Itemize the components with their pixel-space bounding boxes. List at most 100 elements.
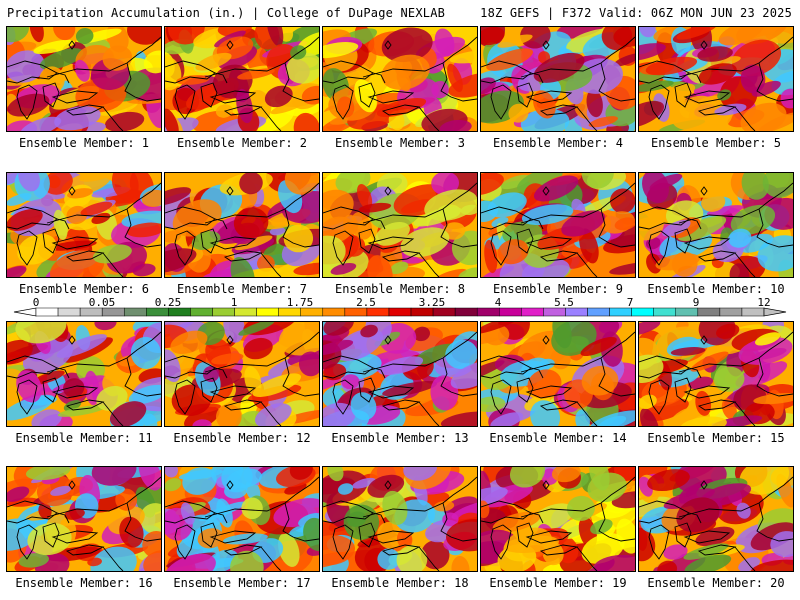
boundary-line xyxy=(51,236,99,250)
precip-contour xyxy=(323,42,359,59)
precip-contour xyxy=(165,349,181,383)
precip-contour xyxy=(165,56,182,91)
boundary-line xyxy=(481,60,532,84)
boundary-line xyxy=(481,355,532,379)
precip-map xyxy=(481,322,635,426)
precip-contour xyxy=(663,83,696,100)
boundary-line xyxy=(223,544,263,556)
precip-contour xyxy=(670,347,706,356)
precip-contour xyxy=(614,467,635,483)
precip-contour xyxy=(343,235,366,257)
precip-contour xyxy=(639,394,657,410)
ensemble-member-label: Ensemble Member: 15 xyxy=(647,431,785,445)
boundary-line xyxy=(16,84,38,120)
precip-contour xyxy=(165,108,179,131)
colorbar-swatch xyxy=(653,307,677,317)
colorbar-swatch xyxy=(609,307,632,317)
precip-contour xyxy=(32,370,65,385)
boundary-line xyxy=(598,357,635,397)
precip-contour xyxy=(7,209,43,231)
precip-contour xyxy=(195,52,232,71)
precip-contour xyxy=(396,545,428,571)
precip-contour xyxy=(139,503,161,534)
boundary-line xyxy=(56,218,70,230)
boundary-line xyxy=(200,82,218,108)
colorbar-swatch xyxy=(190,307,213,317)
boundary-line xyxy=(323,60,374,84)
precip-contour xyxy=(358,202,392,213)
precip-contour xyxy=(31,409,62,426)
precip-contour xyxy=(481,27,505,46)
precip-contour xyxy=(566,495,595,521)
boundary-line xyxy=(688,72,702,84)
precip-contour xyxy=(357,183,373,210)
precip-contour xyxy=(104,111,145,131)
boundary-line xyxy=(124,502,161,542)
precip-contour xyxy=(67,188,93,199)
boundary-line xyxy=(598,62,635,102)
precip-contour xyxy=(580,336,617,357)
precip-contour xyxy=(323,402,356,426)
boundary-line xyxy=(490,379,512,415)
colorbar-swatch xyxy=(234,307,257,317)
precip-contour xyxy=(264,85,293,108)
colorbar-swatch xyxy=(322,307,346,317)
precip-contour xyxy=(445,519,477,552)
colorbar-right-arrow xyxy=(763,307,787,317)
boundary-line xyxy=(200,377,218,403)
precip-contour xyxy=(676,27,718,40)
boundary-line xyxy=(7,500,58,524)
boundary-line xyxy=(332,524,354,560)
boundary-line xyxy=(323,206,374,230)
colorbar-tick-label: 12 xyxy=(757,296,771,309)
precip-contour xyxy=(74,59,90,82)
precip-contour xyxy=(7,394,55,421)
precip-contour xyxy=(613,27,635,47)
boundary-line xyxy=(734,401,756,426)
boundary-line xyxy=(756,357,793,397)
ensemble-member-label: Ensemble Member: 1 xyxy=(18,136,150,150)
precip-contour xyxy=(739,467,790,495)
precip-contour xyxy=(413,326,431,342)
precip-contour xyxy=(639,80,674,92)
boundary-line xyxy=(174,84,196,120)
ensemble-member-map xyxy=(6,321,162,427)
precip-contour xyxy=(354,79,377,113)
precip-contour xyxy=(420,540,450,570)
precip-contour xyxy=(445,339,477,369)
ensemble-member-label: Ensemble Member: 18 xyxy=(331,576,469,590)
precip-contour xyxy=(18,553,50,568)
ensemble-member-map xyxy=(638,466,794,572)
precip-contour xyxy=(579,228,599,264)
boundary-line xyxy=(124,62,161,102)
boundary-line xyxy=(576,401,598,426)
boundary-line xyxy=(688,512,702,524)
precip-contour xyxy=(491,216,509,228)
precip-contour xyxy=(764,197,793,230)
ensemble-member-label: Ensemble Member: 6 xyxy=(18,282,150,296)
precip-contour xyxy=(481,396,506,412)
precip-contour xyxy=(286,52,319,84)
precip-map xyxy=(7,173,161,277)
precip-contour xyxy=(439,119,472,131)
precip-contour xyxy=(144,413,158,426)
precip-contour xyxy=(741,173,769,200)
precip-contour xyxy=(293,262,319,276)
ensemble-member-map xyxy=(638,172,794,278)
boundary-line xyxy=(598,208,635,248)
precip-contour xyxy=(211,353,244,365)
precip-contour xyxy=(533,90,556,119)
map-title: Precipitation Accumulation (in.) | Colle… xyxy=(7,6,446,20)
boundary-line xyxy=(440,208,477,248)
precip-contour xyxy=(197,528,224,549)
precip-contour xyxy=(730,204,776,235)
boundary-line xyxy=(734,106,756,131)
precip-contour xyxy=(753,393,793,405)
precip-contour xyxy=(484,239,498,274)
precip-contour xyxy=(29,27,44,43)
precip-contour xyxy=(337,483,354,495)
precip-contour xyxy=(375,222,410,246)
colorbar-swatch xyxy=(410,307,434,317)
boundary-line xyxy=(165,500,216,524)
precip-contour xyxy=(751,80,781,97)
